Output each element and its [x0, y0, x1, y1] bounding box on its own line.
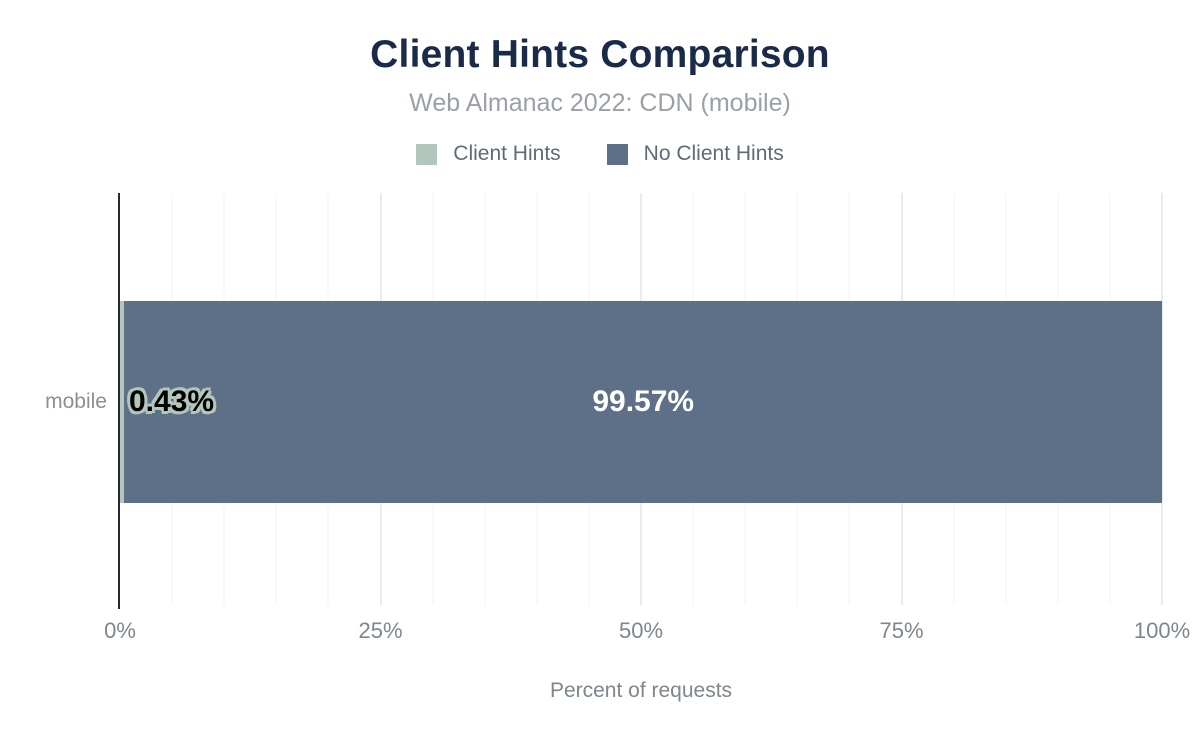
- bar-segment-no-client-hints: 99.57%: [124, 301, 1162, 503]
- client-hints-value-label: 0.43%: [129, 385, 215, 418]
- chart-title: Client Hints Comparison: [370, 33, 830, 76]
- x-axis-title: Percent of requests: [549, 679, 733, 702]
- legend: Client Hints No Client Hints: [0, 142, 1200, 166]
- gridline-major: [1161, 193, 1163, 605]
- legend-item-client-hints: Client Hints: [416, 142, 561, 166]
- x-tick-50: 50%: [618, 618, 664, 643]
- legend-label-no-client-hints: No Client Hints: [643, 142, 784, 165]
- no-client-hints-value-label: 99.57%: [592, 385, 695, 418]
- category-label-mobile: mobile: [45, 390, 107, 413]
- client-hints-swatch-icon: [416, 143, 438, 165]
- chart-subtitle: Web Almanac 2022: CDN (mobile): [409, 89, 791, 117]
- bar-mobile: 99.57%: [120, 301, 1162, 503]
- bar-segment-client-hints: [120, 301, 125, 503]
- x-tick-100: 100%: [1133, 618, 1191, 643]
- x-tick-0: 0%: [104, 618, 136, 643]
- y-axis-line: [118, 193, 120, 609]
- plot-area: mobile 99.57% 0.43% 0% 25% 50% 75% 100%: [45, 193, 1190, 643]
- x-tick-25: 25%: [358, 618, 403, 643]
- no-client-hints-swatch-icon: [606, 143, 628, 165]
- x-tick-75: 75%: [879, 618, 924, 643]
- legend-label-client-hints: Client Hints: [453, 142, 561, 165]
- legend-item-no-client-hints: No Client Hints: [606, 142, 784, 166]
